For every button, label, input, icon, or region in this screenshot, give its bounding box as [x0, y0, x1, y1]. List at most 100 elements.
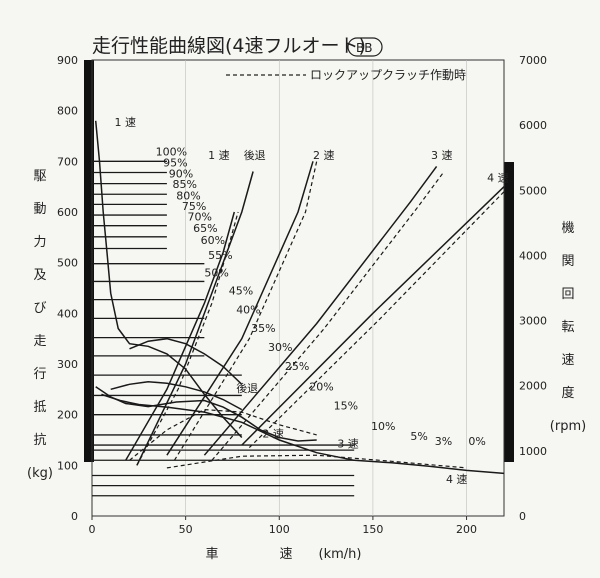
y-right-label-char-1: 関 [561, 254, 574, 269]
y-right-label-char-6: (rpm) [550, 419, 586, 434]
left-scale-bar [84, 60, 94, 462]
y-right-label-char-5: 度 [561, 385, 574, 401]
y-right-tick-label-3: 3000 [519, 315, 547, 328]
grade-label-9: 55% [208, 249, 232, 262]
grade-label-4: 80% [176, 189, 200, 202]
grade-label-14: 30% [268, 341, 292, 354]
series-curve-15 [248, 191, 505, 449]
grade-label-13: 35% [251, 322, 275, 335]
y-left-tick-label-5: 500 [57, 257, 78, 270]
y-left-tick-label-4: 400 [57, 307, 78, 320]
grade-label-1: 95% [163, 156, 187, 169]
series-curve-8 [136, 211, 239, 466]
gear-label-2: 後退 [244, 148, 266, 162]
series-curve-10 [166, 161, 314, 456]
grade-label-8: 60% [201, 234, 225, 247]
x-tick-label-2: 100 [269, 523, 290, 536]
y-left-tick-label-7: 700 [57, 155, 78, 168]
x-tick-label-0: 0 [89, 523, 96, 536]
y-right-label-char-2: 回 [561, 287, 574, 302]
grade-label-7: 65% [193, 222, 217, 235]
grade-label-11: 45% [229, 285, 253, 298]
y-ticks-right: 0 1000 2000 3000 4000 5000 6000 7000 [519, 54, 547, 523]
y-left-label-char-4: び [33, 301, 46, 316]
y-right-tick-label-0: 0 [519, 510, 526, 523]
grade-label-20: 3% [435, 435, 452, 448]
gear-label-3: 2 速 [313, 149, 335, 162]
series-curve-14 [241, 186, 505, 446]
series-curve-0 [94, 120, 243, 439]
y-left-label-char-1: 動 [33, 202, 46, 217]
y-right-tick-label-1: 1000 [519, 445, 547, 458]
gear-label-4: 3 速 [431, 149, 453, 162]
grade-label-12: 40% [236, 303, 260, 316]
title-badge-text: BB [356, 41, 372, 55]
gear-label-6: 後退 [236, 381, 258, 395]
y-left-label-char-7: 抵 [33, 400, 46, 415]
x-tick-label-3: 150 [362, 523, 383, 536]
y-left-label-char-5: 走 [33, 334, 46, 349]
gear-label-1: 1 速 [208, 149, 230, 162]
y-ticks-left: 0 100 200 300 400 500 600 700 800 900 [57, 54, 78, 523]
y-left-tick-label-0: 0 [71, 510, 78, 523]
y-left-label-char-6: 行 [33, 367, 46, 382]
grade-label-18: 10% [371, 420, 395, 433]
x-axis-label: 車 速 (km/h) [205, 547, 361, 562]
series-curve-2 [101, 393, 505, 475]
y-right-tick-label-2: 2000 [519, 380, 547, 393]
y-left-tick-label-8: 800 [57, 105, 78, 118]
grade-label-10: 50% [204, 266, 228, 279]
grade-labels: 100%95%90%85%80%75%70%65%60% 55% 50%45% 40%… [156, 145, 486, 448]
series-curve-6 [166, 454, 467, 469]
y-right-label-char-3: 転 [561, 320, 574, 335]
y-left-label-char-8: 抗 [33, 433, 46, 448]
right-scale-bar [504, 162, 514, 462]
series-curve-1 [95, 386, 317, 442]
grade-label-19: 5% [410, 430, 427, 443]
grade-label-17: 15% [334, 400, 358, 413]
legend-dashed-label: ロックアップクラッチ作動時 [310, 68, 466, 82]
gear-label-5: 4 速 [487, 172, 509, 185]
grade-label-0: 100% [156, 145, 187, 158]
grade-label-2: 90% [169, 168, 193, 181]
gear-label-0: 1 速 [114, 116, 135, 129]
grade-label-21: 0% [468, 435, 485, 448]
grade-lines [92, 160, 355, 497]
gear-label-7: 2 速 [262, 427, 284, 440]
y-right-tick-label-5: 5000 [519, 184, 547, 197]
grade-label-16: 20% [309, 380, 333, 393]
grade-label-6: 70% [188, 211, 212, 224]
y-left-label-char-3: 及 [33, 268, 46, 283]
title-badge: BB [347, 37, 383, 57]
grade-label-15: 25% [285, 360, 309, 373]
grade-label-5: 75% [182, 200, 206, 213]
series-curve-12 [203, 165, 438, 456]
x-label-part-1: 速 [279, 547, 292, 562]
grade-label-3: 85% [173, 178, 197, 191]
x-label-part-2: (km/h) [319, 547, 362, 562]
y-left-label-char-0: 駆 [33, 169, 46, 184]
series-curve-11 [173, 161, 318, 461]
y-right-tick-label-4: 4000 [519, 249, 547, 262]
plot-frame [91, 59, 505, 517]
y-left-tick-label-1: 100 [57, 459, 78, 472]
series-curve-9 [136, 171, 254, 466]
y-left-tick-label-3: 300 [57, 358, 78, 371]
series-curve-7 [125, 211, 236, 461]
y-left-label-char-9: (kg) [27, 466, 53, 481]
y-left-tick-label-2: 200 [57, 409, 78, 422]
x-label-part-0: 車 [205, 547, 218, 562]
x-tick-label-1: 50 [179, 523, 193, 536]
y-right-label-char-4: 速 [561, 353, 574, 368]
series-group [94, 120, 505, 475]
y-left-label-char-2: 力 [33, 235, 46, 250]
x-tick-label-4: 200 [456, 523, 477, 536]
chart-title: 走行性能曲線図(4速フルオート) [92, 35, 366, 57]
y-right-tick-label-7: 7000 [519, 54, 547, 67]
y-right-label-char-0: 機 [561, 221, 574, 236]
x-ticks: 0 50 100 150 200 [89, 516, 477, 536]
y-left-tick-label-9: 900 [57, 54, 78, 67]
